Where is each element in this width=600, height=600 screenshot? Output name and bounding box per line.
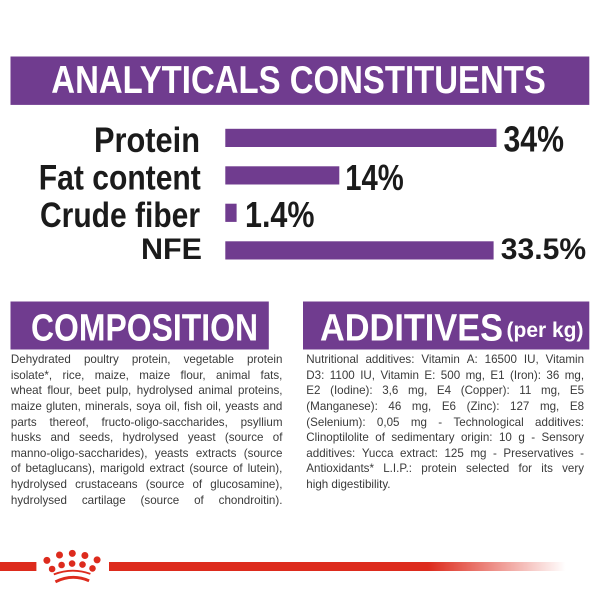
svg-text:14%: 14% [345,157,404,198]
svg-text:NFE: NFE [141,233,202,266]
svg-text:34%: 34% [504,119,565,160]
svg-text:Protein: Protein [94,120,200,160]
svg-text:33.5%: 33.5% [501,233,586,266]
svg-text:ADDITIVES: ADDITIVES [320,308,503,350]
svg-text:(per kg): (per kg) [507,318,584,342]
svg-text:Crude fiber: Crude fiber [40,195,200,235]
svg-text:ANALYTICALS CONSTITUENTS: ANALYTICALS CONSTITUENTS [51,59,546,102]
svg-text:COMPOSITION: COMPOSITION [31,308,258,350]
svg-text:Fat content: Fat content [39,158,201,198]
svg-text:1.4%: 1.4% [245,194,315,235]
